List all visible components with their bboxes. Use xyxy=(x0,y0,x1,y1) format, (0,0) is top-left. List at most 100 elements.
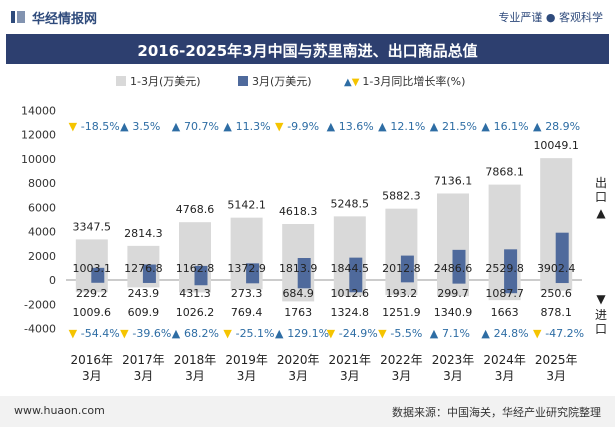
import-cumulative-bar xyxy=(230,280,263,290)
import-growth-down-icon: ▼ xyxy=(327,327,336,340)
import-march-bar xyxy=(452,280,466,284)
import-growth-down-icon: ▼ xyxy=(533,327,542,340)
category-month-label: 3月 xyxy=(495,369,515,383)
export-cumulative-label: 5882.3 xyxy=(382,190,421,203)
category-year-label: 2017年 xyxy=(122,353,165,367)
import-growth-label: 7.1% xyxy=(442,327,470,340)
site-name: 华经情报网 xyxy=(32,12,98,27)
export-cumulative-label: 5248.5 xyxy=(331,197,370,210)
export-growth-label: 12.1% xyxy=(390,120,425,133)
category-year-label: 2023年 xyxy=(432,353,475,367)
category-month-label: 3月 xyxy=(340,369,360,383)
import-march-label: 1087.7 xyxy=(485,287,524,300)
export-growth-up-icon: ▲ xyxy=(327,120,336,133)
legend-item-growth: ▲▼ 1-3月同比增长率(%) xyxy=(344,73,465,89)
import-cumulative-bar xyxy=(127,280,160,288)
footer-source: 数据来源：中国海关，华经产业研究院整理 xyxy=(392,406,601,419)
export-cumulative-label: 10049.1 xyxy=(533,139,579,152)
import-growth-up-icon: ▲ xyxy=(275,327,284,340)
export-growth-up-icon: ▲ xyxy=(223,120,232,133)
import-growth-label: -47.2% xyxy=(545,327,584,340)
import-growth-up-icon: ▲ xyxy=(481,327,490,340)
category-year-label: 2024年 xyxy=(483,353,526,367)
export-cumulative-label: 5142.1 xyxy=(227,199,266,212)
import-growth-up-icon: ▲ xyxy=(172,327,181,340)
import-side-label: 进口 xyxy=(593,308,609,336)
export-growth-label: 70.7% xyxy=(184,120,219,133)
y-tick-label: -4000 xyxy=(24,323,56,336)
import-cumulative-bar xyxy=(75,280,108,293)
category-year-label: 2025年 xyxy=(535,353,578,367)
y-tick-label: 12000 xyxy=(21,129,56,142)
import-march-label: 193.2 xyxy=(386,287,418,300)
import-growth-down-icon: ▼ xyxy=(69,327,78,340)
category-year-label: 2019年 xyxy=(225,353,268,367)
export-march-label: 1162.8 xyxy=(176,262,215,275)
title-bar: 2016-2025年3月中国与苏里南进、出口商品总值 xyxy=(6,34,609,64)
import-cumulative-label: 1663 xyxy=(491,306,519,319)
footer: www.huaon.com 数据来源：中国海关，华经产业研究院整理 xyxy=(0,396,615,427)
category-year-label: 2021年 xyxy=(329,353,372,367)
import-march-bar xyxy=(142,280,156,283)
category-month-label: 3月 xyxy=(82,369,102,383)
export-march-label: 2529.8 xyxy=(485,262,524,275)
chart-legend: 1-3月(万美元) 3月(万美元) ▲▼ 1-3月同比增长率(%) xyxy=(0,70,615,90)
import-cumulative-bar xyxy=(385,280,418,296)
import-cumulative-label: 1340.9 xyxy=(434,306,473,319)
import-cumulative-label: 1009.6 xyxy=(73,306,112,319)
export-march-bar xyxy=(349,257,363,280)
export-growth-label: -18.5% xyxy=(81,120,120,133)
export-cumulative-label: 4618.3 xyxy=(279,205,318,218)
import-growth-label: -24.9% xyxy=(339,327,378,340)
export-march-label: 3902.4 xyxy=(537,262,576,275)
import-growth-label: 24.8% xyxy=(494,327,529,340)
export-growth-label: 13.6% xyxy=(339,120,374,133)
export-march-bar xyxy=(555,232,569,280)
legend-swatch-cumulative xyxy=(116,76,126,86)
legend-item-march: 3月(万美元) xyxy=(238,73,312,89)
import-march-label: 1012.6 xyxy=(331,287,370,300)
import-side-text: 进口 xyxy=(594,308,607,336)
export-march-bar xyxy=(400,255,414,280)
export-growth-label: 16.1% xyxy=(494,120,529,133)
export-side-text: 出口 xyxy=(594,176,607,204)
export-growth-up-icon: ▲ xyxy=(120,120,129,133)
export-march-bar xyxy=(194,265,208,280)
import-march-bar xyxy=(246,280,260,284)
export-growth-label: -9.9% xyxy=(287,120,319,133)
import-arrow-icon: ▼ xyxy=(596,292,606,306)
export-arrow-icon: ▲ xyxy=(596,206,606,220)
category-month-label: 3月 xyxy=(185,369,205,383)
export-side-label: 出口 xyxy=(593,176,609,204)
import-cumulative-label: 1026.2 xyxy=(176,306,215,319)
import-march-label: 250.6 xyxy=(540,287,572,300)
export-march-bar xyxy=(297,258,311,280)
category-month-label: 3月 xyxy=(288,369,308,383)
import-march-label: 273.3 xyxy=(231,287,263,300)
category-month-label: 3月 xyxy=(134,369,154,383)
import-growth-label: -5.5% xyxy=(390,327,422,340)
import-growth-label: -25.1% xyxy=(236,327,275,340)
category-year-label: 2022年 xyxy=(380,353,423,367)
export-growth-down-icon: ▼ xyxy=(69,120,78,133)
import-march-bar xyxy=(297,280,311,289)
y-tick-label: 4000 xyxy=(28,226,56,239)
legend-item-cumulative: 1-3月(万美元) xyxy=(116,73,201,89)
y-tick-label: 6000 xyxy=(28,201,56,214)
import-growth-label: 68.2% xyxy=(184,327,219,340)
top-bar: 华经情报网 专业严谨 ● 客观科学 xyxy=(0,0,615,34)
import-growth-label: 129.1% xyxy=(287,327,329,340)
export-cumulative-label: 7868.1 xyxy=(485,166,524,179)
export-march-label: 2486.6 xyxy=(434,262,473,275)
import-march-label: 243.9 xyxy=(128,287,160,300)
import-march-bar xyxy=(349,280,363,293)
export-cumulative-label: 2814.3 xyxy=(124,227,163,240)
export-march-label: 1372.9 xyxy=(227,262,266,275)
import-march-bar xyxy=(400,280,414,283)
import-growth-label: -54.4% xyxy=(81,327,120,340)
export-march-label: 1003.1 xyxy=(73,262,112,275)
import-march-label: 431.3 xyxy=(179,287,211,300)
legend-swatch-march xyxy=(238,76,248,86)
legend-label-cumulative: 1-3月(万美元) xyxy=(130,75,201,88)
export-cumulative-label: 7136.1 xyxy=(434,174,473,187)
